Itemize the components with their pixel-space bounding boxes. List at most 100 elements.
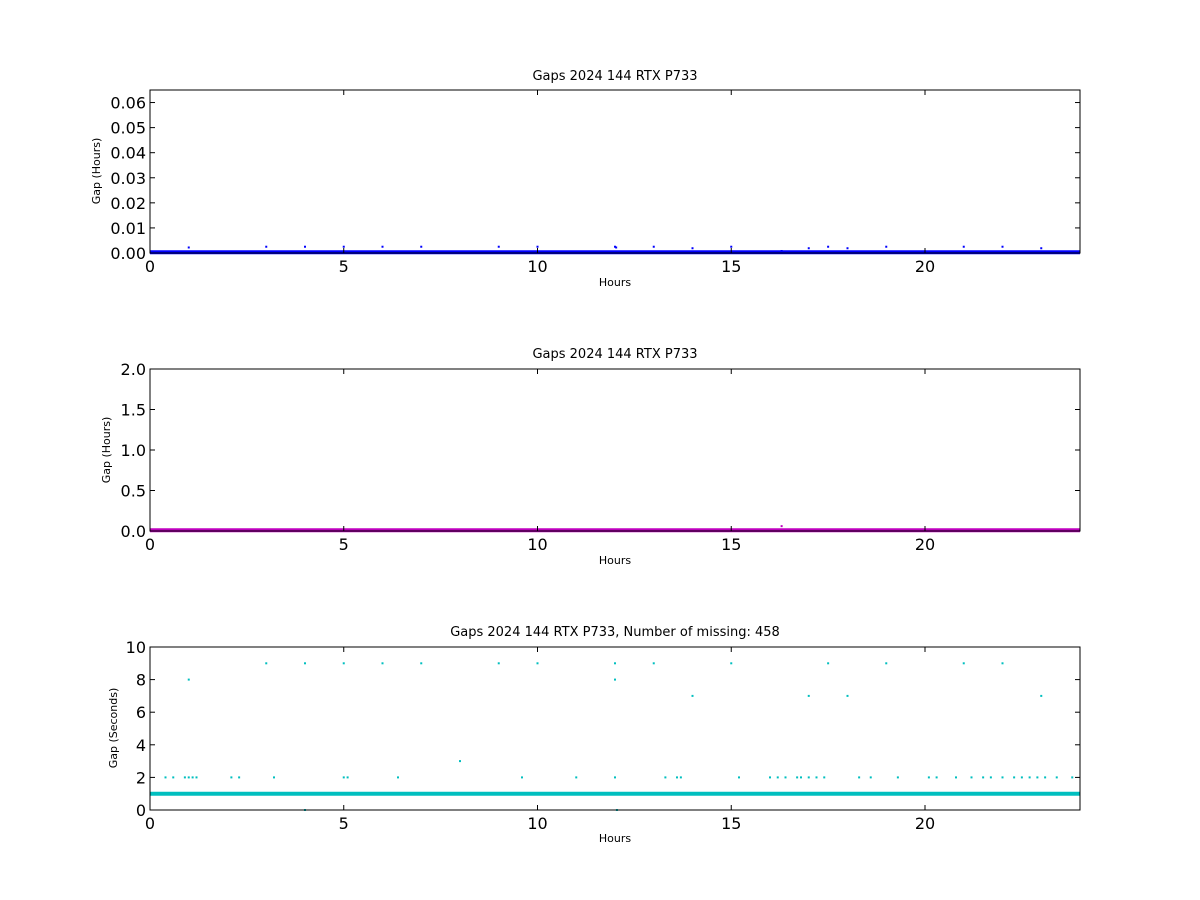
data-point <box>172 776 175 779</box>
y-tick-label: 0.06 <box>110 94 146 113</box>
data-point <box>420 662 423 665</box>
axis-ticks: 0 5 10 15 20 0 2 4 6 8 10 <box>126 638 1080 833</box>
y-axis-label: Gap (Hours) <box>90 138 103 205</box>
data-point <box>815 776 818 779</box>
data-point <box>730 662 733 665</box>
x-tick-label: 5 <box>339 535 349 554</box>
data-point <box>342 245 345 248</box>
data-point <box>962 245 965 248</box>
y-tick-label: 0.01 <box>110 219 146 238</box>
data-point <box>536 245 539 248</box>
data-point <box>652 245 655 248</box>
y-tick-label: 0.02 <box>110 194 146 213</box>
data-point <box>989 776 992 779</box>
x-axis-label: Hours <box>599 554 631 567</box>
y-tick-label: 1.0 <box>121 441 146 460</box>
data-point <box>1013 776 1016 779</box>
data-point <box>265 245 268 248</box>
data-point <box>800 776 802 779</box>
data-point <box>962 662 965 665</box>
data-point <box>346 776 349 779</box>
y-tick-label: 1.5 <box>121 401 146 420</box>
data-point <box>858 776 861 779</box>
y-tick-label: 2.0 <box>121 360 146 379</box>
plot-frame <box>149 89 1081 254</box>
data-point <box>397 776 399 779</box>
data-point <box>807 694 810 697</box>
y-tick-label: 2 <box>136 768 146 787</box>
data-point <box>614 245 616 248</box>
data-point <box>230 776 233 779</box>
x-tick-label: 0 <box>145 814 155 833</box>
data-point <box>807 247 810 250</box>
data-point <box>614 776 616 779</box>
data-point <box>1044 776 1047 779</box>
data-point <box>796 776 799 779</box>
data-point <box>955 776 957 779</box>
axis-ticks: 0 5 10 15 20 0.0 0.5 1.0 1.5 2.0 <box>121 360 1080 554</box>
y-tick-label: 0.03 <box>110 169 146 188</box>
data-point <box>1020 776 1023 779</box>
data-point <box>381 662 384 665</box>
x-tick-label: 15 <box>721 535 741 554</box>
y-tick-label: 0.05 <box>110 119 146 138</box>
data-point <box>885 662 888 665</box>
y-tick-label: 0 <box>136 801 146 820</box>
data-point <box>676 776 678 779</box>
chart-panel-2: Gaps 2024 144 RTX P733 Hours Gap (Hours)… <box>100 347 1081 567</box>
data-point <box>652 662 655 665</box>
x-tick-label: 0 <box>145 257 155 276</box>
data-point <box>807 776 810 779</box>
data-point <box>982 776 985 779</box>
x-tick-label: 20 <box>915 257 935 276</box>
y-tick-label: 10 <box>126 638 146 657</box>
data-point <box>927 776 930 779</box>
plot-marks <box>150 662 1080 811</box>
data-point <box>885 245 888 248</box>
chart-panel-1: Gaps 2024 144 RTX P733 Hours Gap (Hours)… <box>90 69 1081 289</box>
data-point <box>1028 776 1031 779</box>
data-point <box>784 776 787 779</box>
data-point <box>381 245 384 248</box>
data-point <box>459 760 461 763</box>
axis-ticks: 0 5 10 15 20 0.00 0.01 0.02 0.03 0.04 0.05 0.06 <box>110 90 1080 276</box>
data-point <box>187 246 190 249</box>
data-point <box>187 678 190 681</box>
data-point <box>846 247 849 250</box>
y-tick-label: 0.5 <box>121 482 146 501</box>
data-point <box>1040 694 1043 697</box>
data-point <box>615 246 618 249</box>
data-point <box>497 662 500 665</box>
data-point <box>1001 776 1004 779</box>
y-tick-label: 0.04 <box>110 144 146 163</box>
data-point <box>691 247 694 250</box>
y-tick-label: 6 <box>136 703 146 722</box>
chart-panel-3: Gaps 2024 144 RTX P733, Number of missin… <box>107 625 1081 845</box>
plot-frame <box>149 646 1081 811</box>
data-point <box>238 776 241 779</box>
data-point <box>769 776 771 779</box>
y-tick-label: 4 <box>136 736 146 755</box>
data-point <box>420 245 423 248</box>
data-point <box>970 776 973 779</box>
data-point <box>497 245 500 248</box>
x-tick-label: 10 <box>527 257 547 276</box>
y-axis-label: Gap (Seconds) <box>107 688 120 769</box>
data-point <box>191 776 194 779</box>
data-point <box>265 662 268 665</box>
data-point <box>521 776 523 779</box>
x-axis-label: Hours <box>599 832 631 845</box>
data-point <box>664 776 667 779</box>
data-point <box>869 776 872 779</box>
y-tick-label: 0.0 <box>121 522 146 541</box>
data-point <box>846 694 849 697</box>
data-point <box>614 662 616 665</box>
x-tick-label: 5 <box>339 257 349 276</box>
data-point <box>304 662 306 665</box>
x-tick-label: 15 <box>721 257 741 276</box>
data-point <box>195 776 198 779</box>
data-point <box>823 776 826 779</box>
data-point <box>780 249 783 252</box>
